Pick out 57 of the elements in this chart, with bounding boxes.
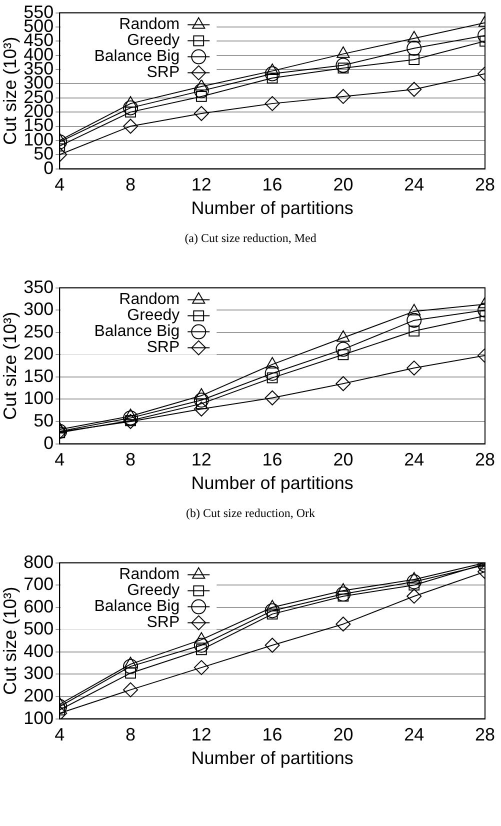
y-axis-title: Cut size (10³) xyxy=(0,36,20,145)
x-tick-label: 24 xyxy=(404,450,424,470)
x-tick-label: 4 xyxy=(54,174,65,195)
legend-label: SRP xyxy=(146,614,180,632)
x-tick-label: 28 xyxy=(474,450,496,470)
y-tick-label: 300 xyxy=(24,299,54,320)
y-tick-label: 150 xyxy=(24,366,54,386)
y-tick-label: 250 xyxy=(24,321,54,342)
legend-label: Random xyxy=(119,16,180,34)
legend-label: Random xyxy=(119,566,180,584)
legend-label: Greedy xyxy=(127,32,180,50)
text: (b) Cut size reduction, Ork xyxy=(185,505,316,522)
x-tick-label: 8 xyxy=(126,174,136,195)
x-tick-label: 4 xyxy=(54,450,65,470)
y-tick-label: 200 xyxy=(24,685,54,706)
legend-label: Balance Big xyxy=(94,323,180,340)
y-tick-label: 300 xyxy=(24,663,54,684)
y-tick-label: 50 xyxy=(34,410,54,430)
x-tick-label: 28 xyxy=(474,174,496,195)
x-tick-label: 8 xyxy=(126,450,136,470)
y-tick-label: 100 xyxy=(24,708,54,728)
x-tick-label: 12 xyxy=(191,174,212,195)
x-tick-label: 12 xyxy=(191,724,212,745)
legend-label: SRP xyxy=(146,64,180,82)
x-tick-label: 24 xyxy=(404,724,424,745)
y-tick-label: 100 xyxy=(24,388,54,408)
x-tick-label: 24 xyxy=(404,174,424,195)
x-axis-title: Number of partitions xyxy=(191,198,354,218)
y-tick-label: 200 xyxy=(24,344,54,364)
x-tick-label: 16 xyxy=(262,450,282,470)
x-tick-label: 12 xyxy=(191,450,212,470)
legend-label: Greedy xyxy=(127,582,180,600)
y-tick-label: 500 xyxy=(24,618,54,639)
legend-label: Random xyxy=(119,291,180,308)
legend-label: SRP xyxy=(146,339,180,356)
y-axis-title: Cut size (10³) xyxy=(0,586,20,695)
x-tick-label: 20 xyxy=(333,450,354,470)
legend-label: Greedy xyxy=(127,307,180,324)
legend-label: Balance Big xyxy=(94,598,180,616)
y-tick-label: 400 xyxy=(24,640,54,661)
y-tick-label: 600 xyxy=(24,596,54,616)
y-tick-label: 0 xyxy=(44,432,54,453)
x-axis-title: Number of partitions xyxy=(191,748,354,768)
x-axis-title: Number of partitions xyxy=(191,473,354,494)
y-tick-label: 700 xyxy=(24,574,54,594)
x-tick-label: 20 xyxy=(333,724,354,745)
y-tick-label: 350 xyxy=(24,276,54,297)
x-tick-label: 20 xyxy=(333,174,354,195)
x-tick-label: 16 xyxy=(262,174,282,195)
x-tick-label: 4 xyxy=(54,724,65,745)
text: (a) Cut size reduction, Med xyxy=(184,230,318,247)
x-tick-label: 16 xyxy=(262,724,282,745)
x-tick-label: 28 xyxy=(474,724,496,745)
y-axis-title: Cut size (10³) xyxy=(0,312,20,420)
y-tick-label: 800 xyxy=(24,552,54,572)
x-tick-label: 8 xyxy=(126,724,136,745)
legend-label: Balance Big xyxy=(94,48,180,66)
